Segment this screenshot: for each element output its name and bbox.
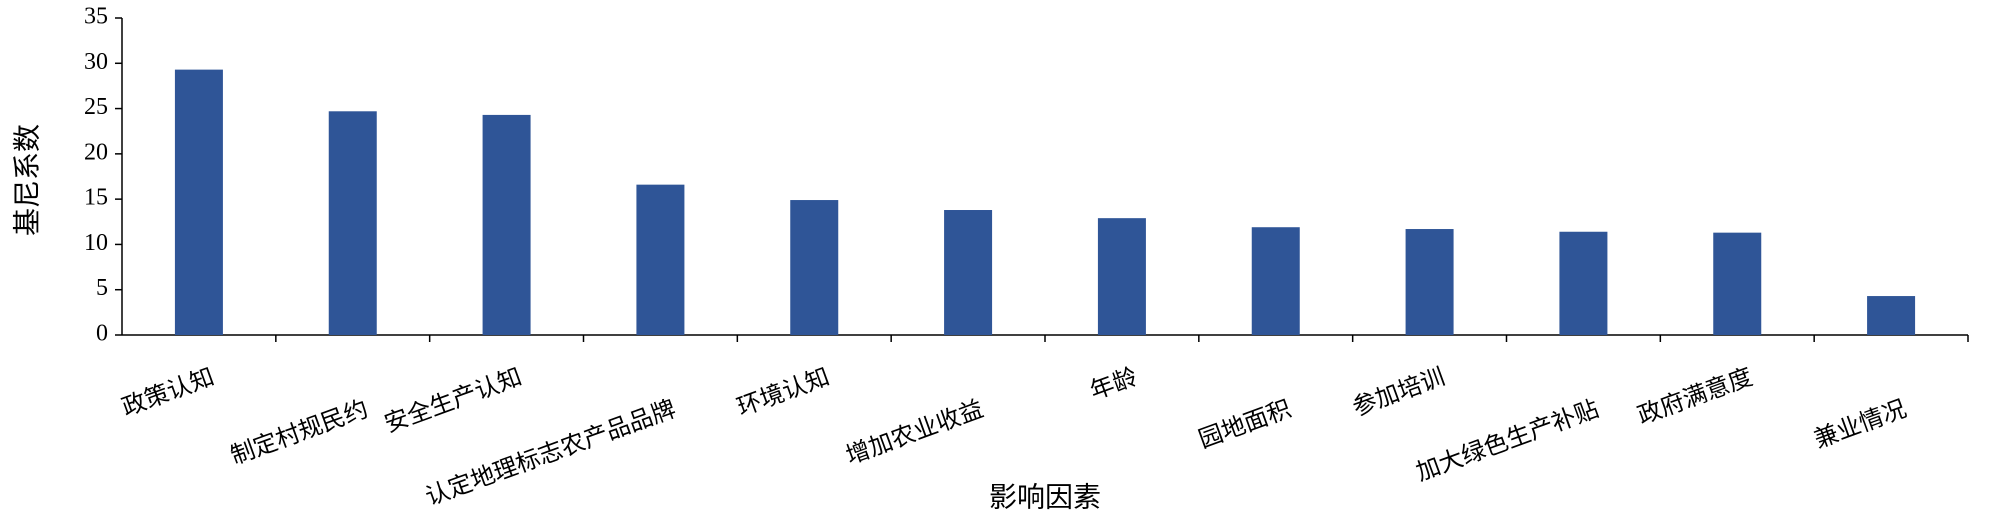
x-tick-label: 制定村规民约 [227,395,372,470]
bar [482,114,531,335]
y-tick-label: 30 [84,49,108,75]
x-tick-label: 环境认知 [734,363,833,421]
y-tick-label: 5 [96,275,108,301]
x-tick-label: 政策认知 [118,363,217,421]
bar [790,200,839,335]
bar [1097,218,1146,335]
bar [1251,227,1300,335]
bar [1867,296,1916,335]
y-axis-title: 基尼系数 [11,124,43,236]
x-tick-label: 政府满意度 [1634,363,1756,429]
bar [328,111,377,335]
x-tick-label: 加大绿色生产补贴 [1413,395,1603,486]
x-tick-label: 园地面积 [1195,395,1294,453]
x-tick-label: 年龄 [1087,363,1141,405]
y-tick-label: 0 [96,321,108,347]
x-tick-label: 认定地理标志农产品品牌 [422,395,679,511]
bar [174,69,223,335]
bar [636,184,685,335]
x-tick-label: 增加农业收益 [842,395,987,470]
y-tick-label: 15 [84,185,108,211]
y-tick-label: 10 [84,230,108,256]
bar [1713,232,1762,335]
x-tick-label: 兼业情况 [1811,395,1910,453]
y-tick-label: 20 [84,139,108,165]
bar [1405,229,1454,335]
bar [944,210,993,335]
y-tick-label: 25 [84,94,108,120]
x-tick-label: 安全生产认知 [381,363,526,438]
x-axis-title: 影响因素 [989,481,1101,513]
y-tick-label: 35 [84,4,108,30]
bar [1559,231,1608,335]
x-tick-label: 参加培训 [1349,363,1448,421]
